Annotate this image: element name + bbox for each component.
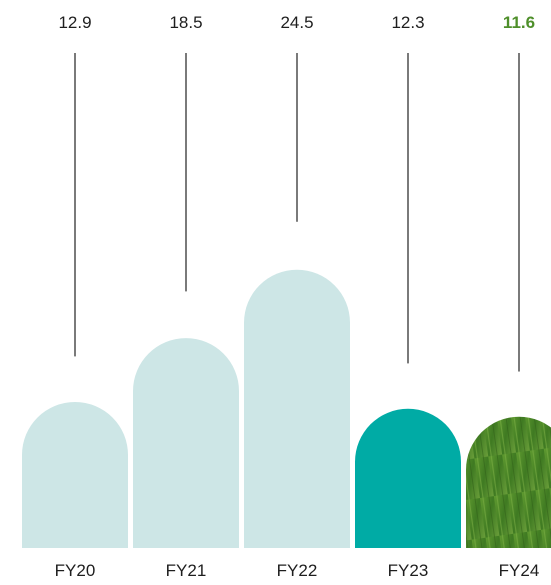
value-label-fy24: 11.6 xyxy=(503,13,535,32)
bar-fy23 xyxy=(355,408,461,548)
bar-marker-fy23 xyxy=(400,363,416,380)
category-label-fy24: FY24 xyxy=(499,561,540,580)
value-label-fy20: 12.9 xyxy=(58,13,91,32)
bar-fy21 xyxy=(133,338,239,548)
category-label-fy22: FY22 xyxy=(277,561,318,580)
category-label-fy23: FY23 xyxy=(388,561,429,580)
value-label-fy21: 18.5 xyxy=(169,13,202,32)
value-label-fy22: 24.5 xyxy=(280,13,313,32)
bar-marker-fy20 xyxy=(67,356,83,373)
value-label-fy23: 12.3 xyxy=(391,13,424,32)
bar-marker-fy24 xyxy=(511,371,527,388)
bar-marker-fy21 xyxy=(178,291,194,308)
category-label-fy21: FY21 xyxy=(166,561,207,580)
bar-marker-fy22 xyxy=(289,221,305,238)
bar-fy24 xyxy=(466,416,551,548)
bar-fy22 xyxy=(244,269,350,548)
category-label-fy20: FY20 xyxy=(55,561,96,580)
bar-fy20 xyxy=(22,401,128,548)
